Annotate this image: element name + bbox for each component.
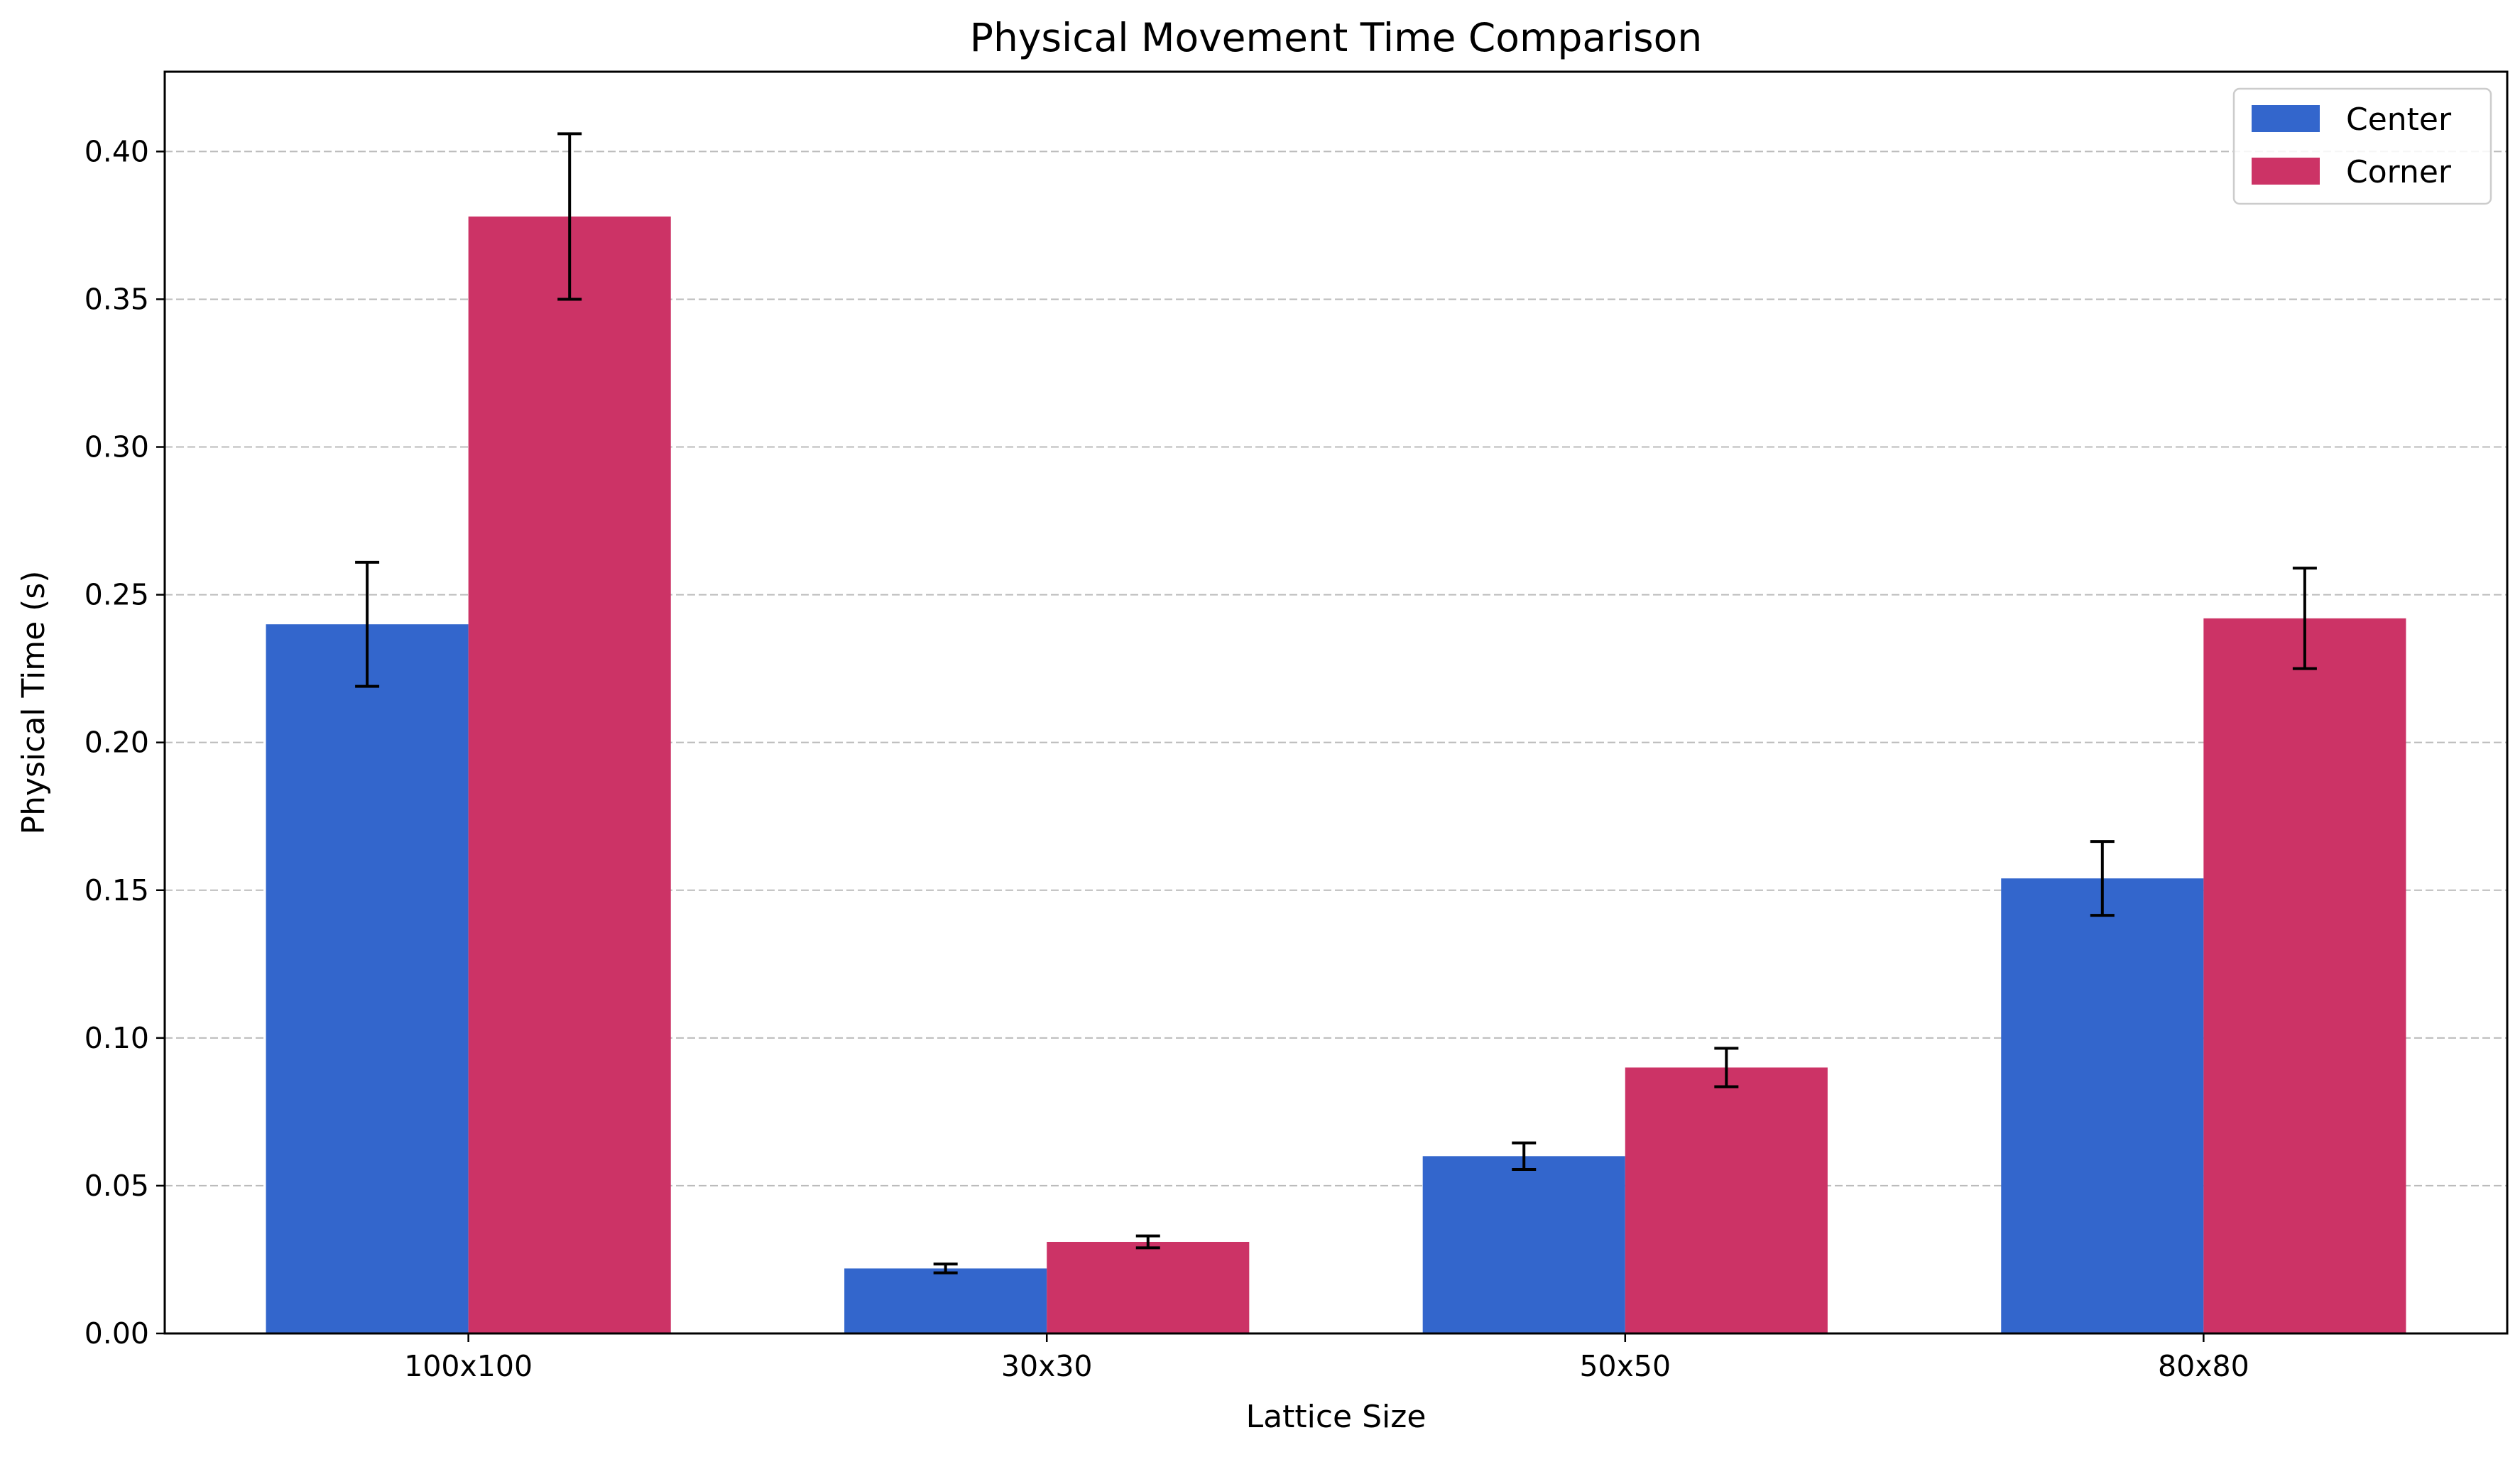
legend-label-corner: Corner bbox=[2346, 154, 2452, 190]
bar-corner-100x100 bbox=[468, 216, 671, 1334]
legend-label-center: Center bbox=[2346, 102, 2452, 138]
y-tick-label: 0.25 bbox=[84, 578, 149, 612]
y-tick-label: 0.15 bbox=[84, 873, 149, 907]
legend-swatch-corner bbox=[2252, 158, 2320, 185]
x-axis-ticks: 100x100 30x30 50x50 80x80 bbox=[404, 1333, 2249, 1383]
bar-center-50x50 bbox=[1422, 1156, 1625, 1333]
y-tick-label: 0.20 bbox=[84, 726, 149, 760]
y-axis-label: Physical Time (s) bbox=[16, 571, 52, 835]
bar-corner-80x80 bbox=[2203, 618, 2406, 1333]
x-tick-label: 100x100 bbox=[404, 1349, 533, 1383]
y-tick-label: 0.10 bbox=[84, 1021, 149, 1055]
legend: Center Corner bbox=[2232, 87, 2492, 205]
bar-center-30x30 bbox=[844, 1268, 1047, 1333]
x-tick-label: 50x50 bbox=[1579, 1349, 1671, 1383]
y-tick-label: 0.05 bbox=[84, 1169, 149, 1203]
bar-corner-30x30 bbox=[1047, 1241, 1250, 1333]
bar-corner-50x50 bbox=[1625, 1067, 1828, 1333]
bar-center-100x100 bbox=[266, 624, 469, 1333]
legend-swatch-center bbox=[2252, 105, 2320, 132]
y-tick-label: 0.35 bbox=[84, 282, 149, 316]
y-tick-label: 0.30 bbox=[84, 430, 149, 464]
x-tick-label: 30x30 bbox=[1001, 1349, 1093, 1383]
y-tick-label: 0.00 bbox=[84, 1316, 149, 1350]
chart-title: Physical Movement Time Comparison bbox=[970, 15, 1702, 60]
plot-frame bbox=[163, 70, 2509, 1335]
y-axis-ticks: 0.00 0.05 0.10 0.15 0.20 0.25 0.30 0.35 0.40 bbox=[84, 134, 165, 1350]
bars bbox=[266, 216, 2406, 1334]
y-tick-label: 0.40 bbox=[84, 134, 149, 168]
bar-center-80x80 bbox=[2001, 878, 2204, 1333]
x-axis-label: Lattice Size bbox=[1246, 1399, 1427, 1435]
error-bars bbox=[355, 132, 2317, 1275]
x-tick-label: 80x80 bbox=[2158, 1349, 2249, 1383]
